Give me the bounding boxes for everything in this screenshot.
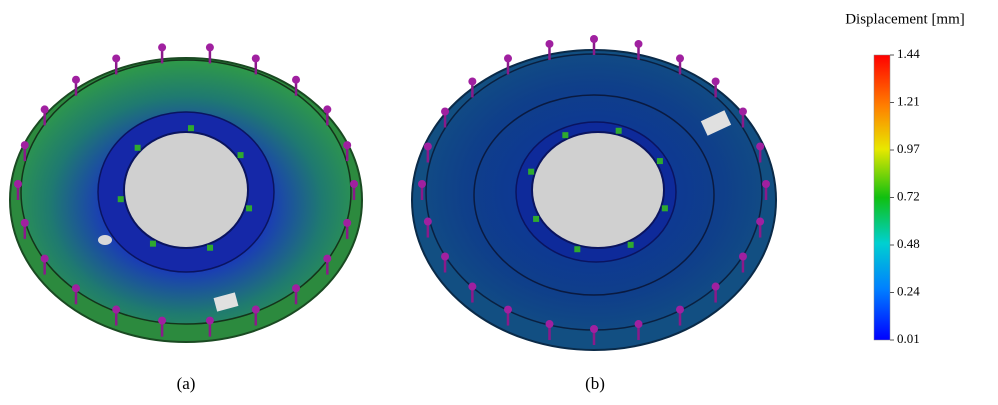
constraint [628,242,634,248]
pin-head [635,40,643,48]
pin-head [441,253,449,261]
pin-head [441,108,449,116]
constraint [246,205,252,211]
pin-head [323,255,331,263]
panel-label: (b) [585,374,605,393]
pin-head [206,43,214,51]
pin-head [590,325,598,333]
pin-head [468,283,476,291]
pin-head [112,54,120,62]
pin-head [468,77,476,85]
tick-label: 1.44 [897,46,920,61]
constraint [562,132,568,138]
constraint [616,128,622,134]
pin-head [158,43,166,51]
pin-head [676,54,684,62]
constraint [207,245,213,251]
pin-head [292,76,300,84]
pin-head [21,219,29,227]
tick-label: 0.24 [897,283,920,298]
colorbar [874,55,890,340]
constraint [662,205,668,211]
tick-label: 0.48 [897,236,920,251]
constraint [135,145,141,151]
pin-head [343,219,351,227]
pin-head [504,306,512,314]
pin-head [252,54,260,62]
pin-head [206,317,214,325]
pin-head [323,105,331,113]
panel-label: (a) [177,374,196,393]
pin-head [712,283,720,291]
model-a [10,58,362,342]
pin-head [112,306,120,314]
pin-head [762,180,770,188]
pin-head [424,142,432,150]
pin-head [739,108,747,116]
constraint [533,216,539,222]
constraint [150,241,156,247]
pin-head [418,180,426,188]
constraint [657,158,663,164]
model-b [412,50,776,350]
pin-head [545,320,553,328]
constraint [574,246,580,252]
pin-head [424,218,432,226]
tick-label: 0.72 [897,188,920,203]
pin-head [41,105,49,113]
pin-head [292,284,300,292]
tick-label: 0.01 [897,331,920,346]
pin-head [72,284,80,292]
colorbar-ticks: 1.44 1.21 0.97 0.72 0.48 0.24 0.01 [890,46,920,346]
constraint [238,152,244,158]
pin-head [712,77,720,85]
tick-label: 0.97 [897,141,920,156]
pin-head [739,253,747,261]
pin-head [590,35,598,43]
constraint [528,169,534,175]
pin-head [676,306,684,314]
constraint [118,196,124,202]
tick-label: 1.21 [897,93,920,108]
pin-head [504,54,512,62]
pin-head [635,320,643,328]
figure: Displacement [mm] 1.44 1.21 0.97 0.72 0.48 0.… [0,0,998,405]
pin-head [41,255,49,263]
colorbar-title: Displacement [mm] [845,11,965,27]
pin-head [72,76,80,84]
pin-head [158,317,166,325]
pin-head [756,142,764,150]
pin-head [252,306,260,314]
constraint [188,125,194,131]
pin-head [756,218,764,226]
pin-head [350,180,358,188]
pin-head [14,180,22,188]
pin-head [343,141,351,149]
pin-head [545,40,553,48]
pin-head [21,141,29,149]
